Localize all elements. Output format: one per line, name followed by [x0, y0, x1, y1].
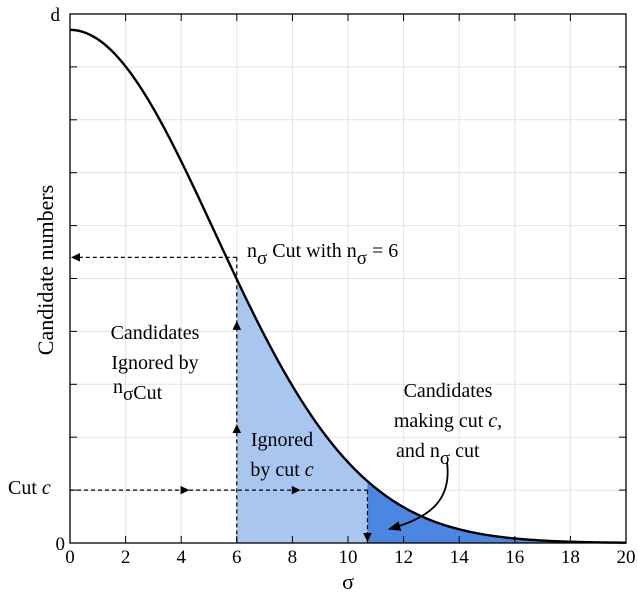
nsigma-vertical-arrow-lower	[232, 423, 242, 433]
x-tick-label: 14	[450, 547, 470, 568]
kept-region	[367, 481, 626, 543]
cut-c-arrow-right	[291, 485, 301, 495]
making-cut-line1: Candidates	[404, 380, 493, 402]
ignored-by-nsigma-line3: nσCut	[113, 376, 163, 405]
making-cut-line2: making cut c,	[394, 410, 502, 432]
cut-c-vertical-arrow	[363, 533, 372, 542]
ignored-by-nsigma-tail: Cut	[133, 382, 162, 404]
x-tick-label: 10	[339, 547, 358, 568]
making-cut-line3: and nσ cut	[396, 440, 480, 469]
nsigma-sub: σ	[257, 248, 267, 269]
candidate-curve	[69, 28, 627, 544]
y-tick-label-top: d	[51, 5, 61, 26]
y-axis-title: Candidate numbers	[33, 185, 58, 355]
x-tick-label: 20	[617, 547, 636, 568]
making-cut-and: and	[396, 440, 430, 462]
x-tick-label: 4	[176, 547, 186, 568]
making-cut-c: c	[488, 410, 497, 432]
x-tick-labels: 0 2 4 6 8 10 12 14 16 18 20	[65, 547, 635, 568]
ignored-by-cut-c: c	[305, 459, 314, 481]
ignored-by-nsigma-line1: Candidates	[111, 322, 200, 344]
x-tick-label: 18	[561, 547, 580, 568]
ignored-by-nsigma-n: n	[113, 376, 123, 398]
x-tick-label: 16	[505, 547, 524, 568]
making-cut-n: n	[430, 440, 440, 462]
ticks	[69, 14, 627, 543]
nsigma-n: n	[247, 240, 257, 262]
grid	[70, 14, 626, 543]
nsigma-cut-annotation: nσ Cut with nσ = 6	[247, 240, 398, 269]
x-tick-label: 0	[65, 547, 75, 568]
ignored-by-cut-text: by cut	[250, 459, 304, 481]
making-cut-comma: ,	[497, 410, 502, 432]
x-axis-title: σ	[342, 569, 354, 594]
y-tick-label-bottom: 0	[56, 534, 66, 555]
cut-c-arrow-left	[180, 485, 190, 495]
x-tick-label: 6	[232, 547, 242, 568]
making-cut-sub: σ	[440, 448, 450, 469]
x-tick-label: 2	[121, 547, 131, 568]
making-cut-arrow	[387, 461, 449, 531]
x-tick-label: 8	[288, 547, 298, 568]
nsigma-mid: Cut with n	[267, 240, 356, 262]
cut-c-italic: c	[42, 477, 51, 499]
ignored-by-nsigma-sub: σ	[123, 384, 133, 405]
cut-c-text: Cut	[8, 477, 42, 499]
ignored-by-cut-line1: Ignored	[251, 429, 313, 451]
x-tick-label: 12	[394, 547, 413, 568]
ignored-by-nsigma-line2: Ignored by	[111, 352, 198, 374]
ignored-by-cut-line2: by cut c	[250, 459, 313, 481]
nsigma-vertical-arrow-upper	[232, 320, 242, 330]
nsigma-horizontal-arrow	[71, 253, 80, 262]
making-cut-tail: cut	[450, 440, 480, 462]
nsigma-end: = 6	[367, 240, 398, 262]
guide-lines	[70, 253, 372, 543]
nsigma-sub2: σ	[357, 248, 367, 269]
cut-c-label: Cut c	[8, 477, 51, 499]
making-cut-text: making cut	[394, 410, 488, 432]
